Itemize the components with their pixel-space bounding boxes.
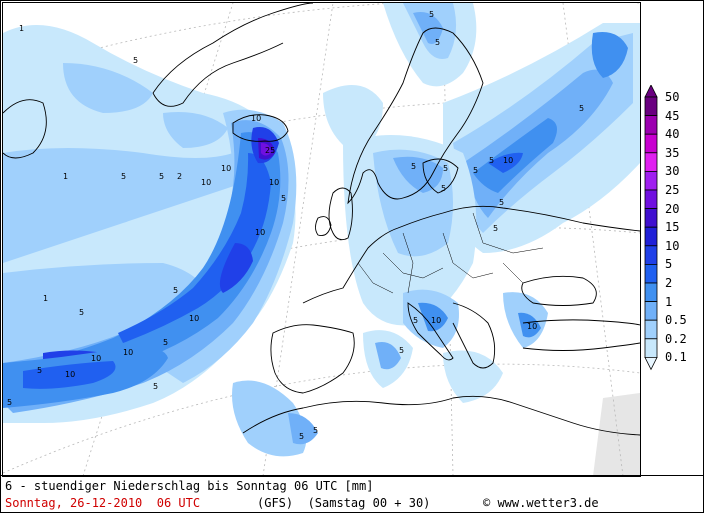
coastlines [3,3,640,436]
legend-level-label: 10 [665,238,680,253]
legend-level-label: 2 [665,276,673,290]
model-run: (GFS) (Samstag 00 + 30) [257,496,431,510]
contour-label: 10 [527,322,537,331]
contour-label: 10 [65,370,75,379]
contour-label: 5 [493,224,498,233]
contour-label: 5 [163,338,168,347]
legend-level-label: 1 [665,294,673,309]
legend-level-label: 0.2 [665,331,687,346]
contour-label: 1 [43,294,48,303]
contour-label: 5 [435,38,440,47]
source-credit: © www.wetter3.de [483,496,599,510]
legend-level-label: 0.1 [665,350,687,365]
legend-swatch [644,189,658,210]
legend-level-label: 15 [665,220,680,235]
legend-swatch [644,245,658,265]
legend-arrow-top [644,85,658,98]
contour-label: 5 [133,56,138,65]
contour-label: 5 [411,162,416,171]
legend-colorbar [644,85,658,371]
contour-label: 25 [265,146,275,155]
contour-label: 5 [153,382,158,391]
contour-labels: 1 5 10 25 10 5 10 10 10 5 5 2 1 5 10 10 … [7,10,584,441]
contour-label: 5 [281,194,286,203]
contour-label: 5 [441,184,446,193]
legend-swatch [644,301,658,321]
legend-swatch [644,226,658,247]
valid-date: Sonntag, 26-12-2010 06 UTC [5,496,201,510]
contour-label: 2 [177,172,182,181]
legend-swatch [644,171,658,191]
contour-label: 5 [443,164,448,173]
contour-label: 5 [413,316,418,325]
contour-label: 5 [473,166,478,175]
precipitation-map: 1 5 10 25 10 5 10 10 10 5 5 2 1 5 10 10 … [2,2,641,477]
map-svg: 1 5 10 25 10 5 10 10 10 5 5 2 1 5 10 10 … [3,3,640,476]
legend-level-label: 50 [665,90,680,104]
legend-swatch [644,319,658,340]
contour-label: 10 [503,156,513,165]
contour-label: 10 [189,314,199,323]
contour-label: 5 [399,346,404,355]
contour-label: 5 [121,172,126,181]
legend-level-label: 20 [665,201,680,216]
legend-level-label: 0.5 [665,313,687,328]
contour-label: 10 [221,164,231,173]
legend-swatch [644,152,658,172]
contour-label: 10 [251,114,261,123]
legend-level-label: 30 [665,164,680,179]
legend-level-label: 45 [665,108,680,123]
legend-swatch [644,208,658,228]
precip-legend: 50 45 40 35 30 25 20 15 10 5 2 1 0.5 0.2 0.1 [641,85,704,395]
contour-label: 5 [429,10,434,19]
legend-swatch [644,96,658,117]
contour-label: 5 [173,286,178,295]
contour-label: 10 [201,178,211,187]
legend-swatch [644,115,658,135]
legend-swatch [644,133,658,154]
legend-swatch [644,282,658,303]
contour-label: 1 [63,172,68,181]
contour-label: 5 [313,426,318,435]
contour-label: 5 [579,104,584,113]
legend-swatch [644,263,658,284]
contour-label: 10 [431,316,441,325]
contour-label: 5 [79,308,84,317]
contour-label: 1 [19,24,24,33]
contour-label: 5 [159,172,164,181]
country-borders [357,212,544,294]
contour-label: 10 [269,178,279,187]
contour-label: 10 [123,348,133,357]
precip-fields [3,3,640,457]
contour-label: 5 [299,432,304,441]
legend-level-label: 35 [665,145,680,160]
contour-label: 5 [37,366,42,375]
contour-label: 10 [255,228,265,237]
map-footer: 6 - stuendiger Niederschlag bis Sonntag … [1,475,703,513]
legend-level-label: 5 [665,257,673,272]
contour-label: 5 [489,156,494,165]
legend-level-label: 25 [665,183,680,197]
legend-level-label: 40 [665,127,680,142]
map-title: 6 - stuendiger Niederschlag bis Sonntag … [5,479,374,493]
legend-swatch [644,338,658,358]
contour-label: 5 [499,198,504,207]
contour-label: 10 [91,354,101,363]
legend-arrow-bottom [644,357,658,371]
contour-label: 5 [7,398,12,407]
